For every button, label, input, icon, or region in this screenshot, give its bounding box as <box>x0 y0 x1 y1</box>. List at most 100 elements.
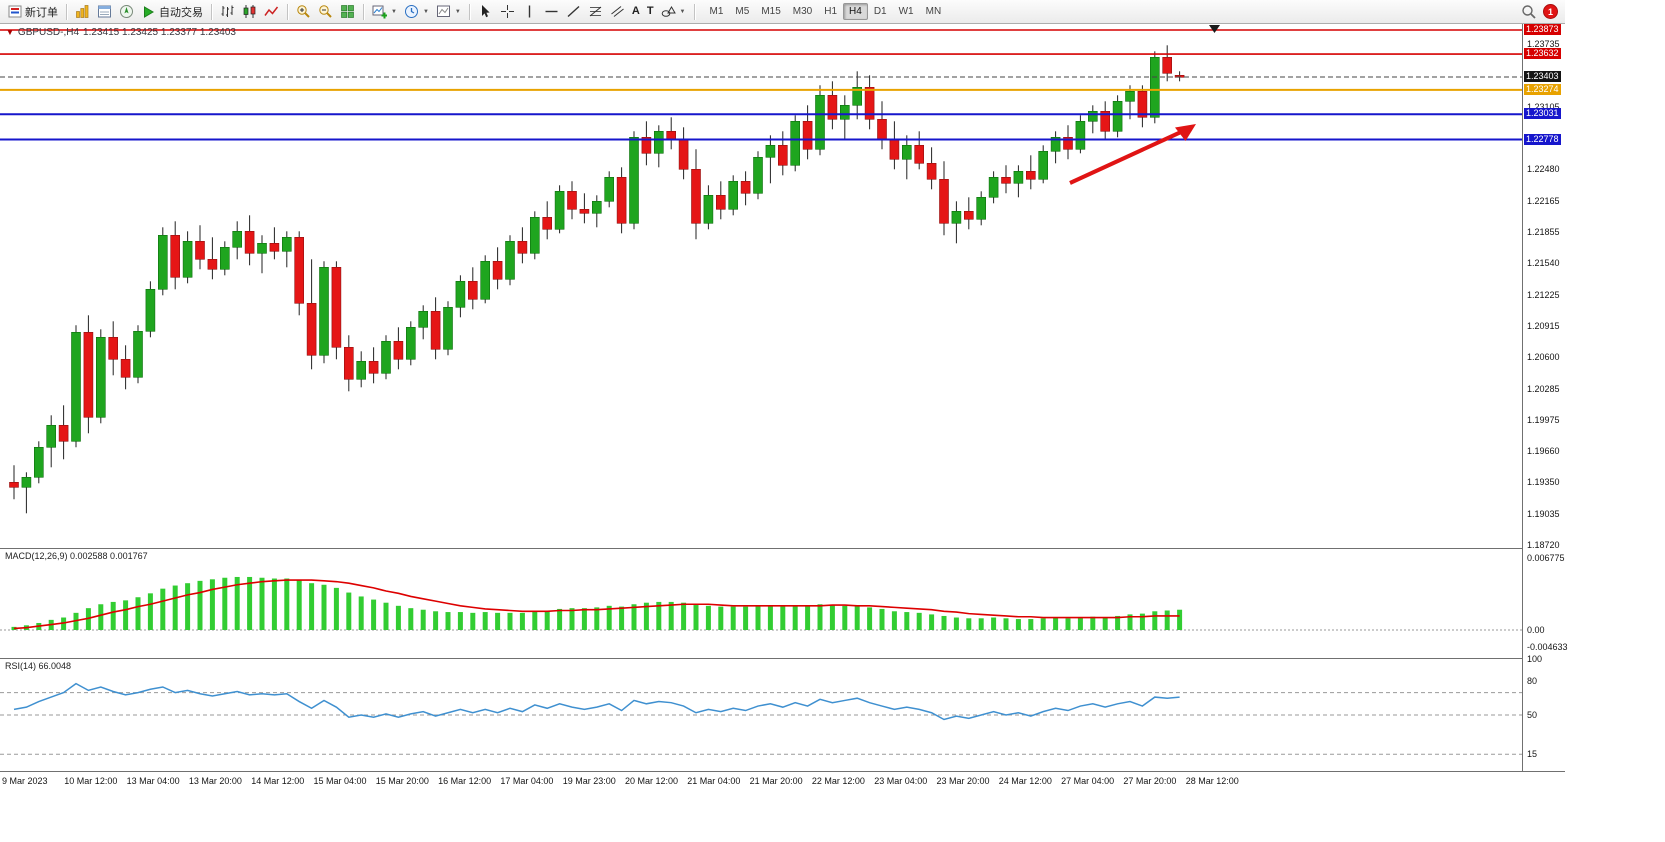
zoom-out-button[interactable] <box>315 2 336 21</box>
candle-body <box>1125 91 1135 102</box>
candle-body <box>616 177 627 224</box>
trend-arrow-line[interactable] <box>1069 130 1182 185</box>
market-watch-button[interactable] <box>72 2 93 21</box>
horizontal-line-tool-button[interactable] <box>541 2 562 21</box>
chevron-down-icon: ▼ <box>454 8 461 15</box>
text-tool-button[interactable]: A <box>629 4 643 19</box>
macd-bar <box>569 608 575 630</box>
time-label: 10 Mar 12:00 <box>64 776 118 786</box>
new-order-icon <box>7 4 22 19</box>
channel-tool-button[interactable] <box>607 2 628 21</box>
fibonacci-tool-button[interactable] <box>585 2 606 21</box>
price-tag: 1.23873 <box>1524 24 1561 35</box>
candle-body <box>715 195 726 210</box>
timeframe-button-m15[interactable]: M15 <box>761 6 781 17</box>
macd-bar <box>482 612 488 630</box>
candle-body <box>579 209 590 214</box>
auto-trading-label: 自动交易 <box>159 6 203 19</box>
notification-badge[interactable]: 1 <box>1543 4 1558 19</box>
candle-body <box>133 330 143 378</box>
macd-bar <box>470 612 476 630</box>
label-tool-button[interactable]: T <box>644 4 657 19</box>
chevron-down-icon: ▼ <box>422 8 429 15</box>
macd-bar <box>433 611 439 630</box>
timeframe-button-d1[interactable]: D1 <box>873 6 887 17</box>
macd-bar <box>668 601 674 630</box>
macd-bar <box>829 605 835 630</box>
macd-bar <box>718 606 724 630</box>
candle-body <box>343 346 354 380</box>
price-scale[interactable]: 1.23735 1.23105 1.22480 1.22165 1.21855 1.215… <box>1522 24 1568 771</box>
auto-trading-play-icon <box>141 4 156 19</box>
navigator-button[interactable] <box>116 2 137 21</box>
auto-trading-button[interactable]: 自动交易 <box>138 2 206 22</box>
candlestick-mode-button[interactable] <box>239 2 260 21</box>
candle-body <box>529 217 540 254</box>
search-icon[interactable] <box>1521 4 1536 19</box>
chart-shift-marker[interactable] <box>1209 25 1220 33</box>
candle-body <box>145 288 156 332</box>
bar-chart-mode-button[interactable] <box>217 2 238 21</box>
macd-bar <box>147 593 153 630</box>
time-label: 21 Mar 20:00 <box>749 776 803 786</box>
trendline-icon <box>566 4 581 19</box>
price-tag: 1.23274 <box>1524 83 1561 95</box>
cursor-tool-button[interactable] <box>475 2 496 21</box>
candle-body <box>505 241 515 280</box>
macd-bar <box>222 577 228 630</box>
price-scale-label: 1.21225 <box>1527 289 1560 300</box>
macd-bar <box>445 612 451 630</box>
macd-panel[interactable] <box>0 548 1522 658</box>
timeframe-button-w1[interactable]: W1 <box>898 6 914 17</box>
candle-body <box>542 217 553 230</box>
macd-bar <box>209 579 215 630</box>
candle-body <box>1088 111 1098 122</box>
separator <box>468 3 470 20</box>
trendline-tool-button[interactable] <box>563 2 584 21</box>
candle-body <box>430 310 441 350</box>
separator <box>287 3 288 20</box>
tile-windows-button[interactable] <box>337 2 358 21</box>
price-chart[interactable] <box>0 24 1522 548</box>
panel-divider[interactable] <box>0 548 1565 549</box>
candle-body <box>889 139 900 160</box>
timeframe-button-h4[interactable]: H4 <box>843 3 868 20</box>
timeframe-button-mn[interactable]: MN <box>925 6 942 17</box>
macd-bar <box>581 608 587 630</box>
price-scale-label: 1.23735 <box>1527 38 1560 49</box>
macd-bar <box>160 588 166 630</box>
vertical-line-tool-button[interactable] <box>519 2 540 21</box>
timeframe-button-m30[interactable]: M30 <box>792 6 813 17</box>
line-chart-mode-button[interactable] <box>261 2 282 21</box>
time-label: 21 Mar 04:00 <box>687 776 741 786</box>
new-order-button[interactable]: 新订单 <box>4 2 61 22</box>
candle-body <box>207 259 218 270</box>
shapes-tool-button[interactable]: ▼ <box>658 2 689 21</box>
time-axis[interactable]: 9 Mar 2023 10 Mar 12:00 13 Mar 04:00 13 Mar… <box>0 772 1565 792</box>
candle-body <box>1038 151 1048 180</box>
candle-body <box>182 241 193 278</box>
crosshair-tool-button[interactable] <box>497 2 518 21</box>
rsi-panel[interactable] <box>0 658 1522 770</box>
fibonacci-icon <box>588 4 603 19</box>
macd-bar <box>966 618 972 630</box>
period-button[interactable]: ▼ <box>401 2 432 21</box>
candle-body <box>1026 171 1036 180</box>
panel-divider[interactable] <box>0 658 1565 659</box>
template-button[interactable]: ▼ <box>433 2 464 21</box>
timeframe-button-h1[interactable]: H1 <box>824 6 838 17</box>
price-scale-label: 1.20915 <box>1527 320 1560 331</box>
candle-body <box>653 131 664 154</box>
timeframe-button-m5[interactable]: M5 <box>735 6 750 17</box>
trend-arrow-head[interactable] <box>1175 124 1196 141</box>
panel-divider <box>0 771 1565 772</box>
candle-body <box>306 302 317 356</box>
macd-bar <box>1152 611 1158 630</box>
candle-body <box>21 476 32 488</box>
timeframe-button-m1[interactable]: M1 <box>709 6 724 17</box>
zoom-in-button[interactable] <box>293 2 314 21</box>
candle-body <box>629 137 639 224</box>
new-chart-button[interactable]: ▼ <box>369 2 400 21</box>
data-window-button[interactable] <box>94 2 115 21</box>
candle-body <box>195 241 205 260</box>
